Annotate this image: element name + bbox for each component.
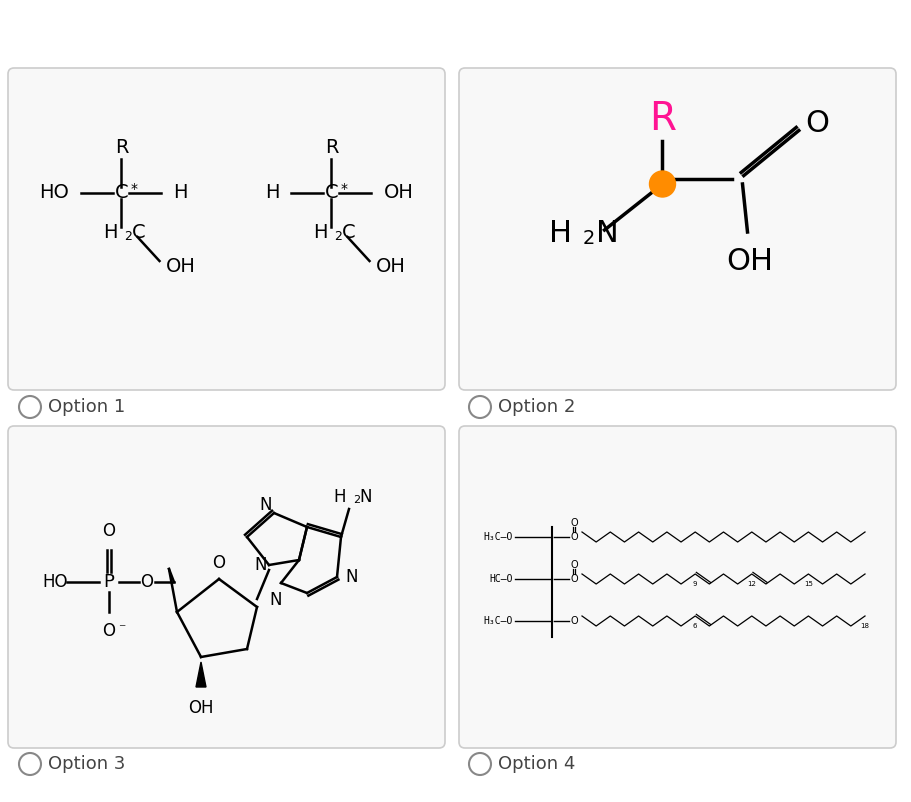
- Text: O: O: [569, 616, 578, 626]
- Text: N: N: [254, 556, 267, 574]
- Text: H: H: [312, 224, 327, 242]
- Text: *: *: [340, 182, 347, 196]
- Text: *: *: [130, 182, 138, 196]
- Text: 2: 2: [334, 229, 342, 242]
- Text: 18: 18: [860, 623, 868, 629]
- Text: O: O: [212, 554, 225, 572]
- Text: OH: OH: [188, 699, 213, 717]
- FancyBboxPatch shape: [458, 68, 895, 390]
- Text: N: N: [270, 591, 281, 609]
- Text: HC–O: HC–O: [489, 574, 512, 584]
- Text: O: O: [569, 532, 578, 542]
- Text: H₃C–O: H₃C–O: [483, 616, 512, 626]
- Text: H₃C–O: H₃C–O: [483, 532, 512, 542]
- Text: O: O: [569, 560, 578, 570]
- Text: OH: OH: [375, 257, 404, 277]
- Text: 2: 2: [125, 229, 132, 242]
- Text: N: N: [260, 496, 272, 514]
- Text: R: R: [115, 138, 128, 157]
- Text: Option 1: Option 1: [48, 398, 125, 416]
- Text: N: N: [596, 220, 619, 249]
- Text: 12: 12: [746, 581, 755, 587]
- FancyBboxPatch shape: [458, 426, 895, 748]
- Text: N: N: [359, 488, 371, 506]
- Text: R: R: [649, 100, 675, 138]
- Text: O: O: [140, 573, 153, 591]
- Text: Option 3: Option 3: [48, 755, 125, 773]
- Text: HO: HO: [42, 573, 67, 591]
- Text: C: C: [115, 184, 128, 202]
- Text: 15: 15: [804, 581, 812, 587]
- Text: 9: 9: [692, 581, 697, 587]
- Text: O: O: [569, 518, 578, 528]
- Circle shape: [649, 171, 675, 197]
- Text: R: R: [324, 138, 338, 157]
- Text: O: O: [804, 110, 829, 139]
- Text: C: C: [131, 224, 145, 242]
- Text: P: P: [104, 573, 114, 591]
- FancyBboxPatch shape: [8, 426, 445, 748]
- Text: H: H: [173, 184, 188, 202]
- Text: ⁻: ⁻: [118, 622, 125, 636]
- Text: C: C: [324, 184, 338, 202]
- Text: H: H: [265, 184, 279, 202]
- Text: N: N: [344, 568, 357, 586]
- Text: C: C: [341, 224, 354, 242]
- Text: 6: 6: [692, 623, 697, 629]
- FancyBboxPatch shape: [8, 68, 445, 390]
- Polygon shape: [196, 662, 206, 687]
- Text: H: H: [549, 220, 572, 249]
- Text: OH: OH: [165, 257, 195, 277]
- Text: OH: OH: [725, 248, 773, 277]
- Text: HO: HO: [39, 184, 69, 202]
- Text: H: H: [103, 224, 118, 242]
- Text: 2: 2: [582, 229, 594, 249]
- Text: Option 4: Option 4: [497, 755, 575, 773]
- Text: O: O: [102, 522, 116, 540]
- Text: H: H: [333, 488, 345, 506]
- Text: OH: OH: [384, 184, 413, 202]
- Text: O: O: [102, 622, 116, 640]
- Text: O: O: [569, 574, 578, 584]
- Text: Option 2: Option 2: [497, 398, 575, 416]
- Text: 2: 2: [353, 495, 360, 505]
